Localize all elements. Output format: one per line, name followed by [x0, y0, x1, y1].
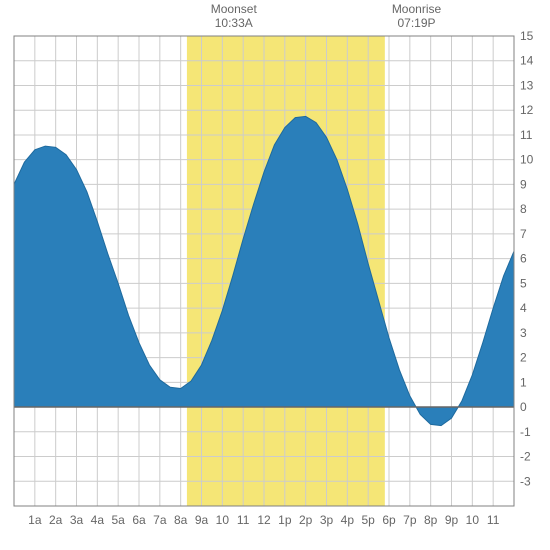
x-tick-label: 1p	[278, 513, 292, 527]
x-tick-label: 7a	[153, 513, 167, 527]
x-tick-label: 12	[257, 513, 271, 527]
x-tick-label: 7p	[403, 513, 417, 527]
x-tick-label: 5p	[361, 513, 375, 527]
x-tick-label: 9p	[445, 513, 459, 527]
x-tick-label: 3p	[320, 513, 334, 527]
x-tick-label: 11	[237, 513, 250, 527]
x-tick-label: 10	[466, 513, 480, 527]
header-label-title: Moonrise	[387, 2, 447, 16]
y-tick-label: 15	[520, 29, 534, 43]
y-tick-label: 6	[520, 252, 527, 266]
x-tick-label: 5a	[111, 513, 125, 527]
y-tick-label: 14	[520, 54, 534, 68]
header-label-time: 07:19P	[387, 16, 447, 30]
x-tick-label: 9a	[195, 513, 209, 527]
header-label-title: Moonset	[204, 2, 264, 16]
x-tick-label: 11	[487, 513, 500, 527]
moonrise-label: Moonrise07:19P	[387, 2, 447, 30]
y-tick-label: 4	[520, 301, 527, 315]
x-tick-label: 10	[216, 513, 230, 527]
x-tick-label: 2a	[49, 513, 63, 527]
y-tick-label: 10	[520, 153, 534, 167]
tide-chart: -3-2-101234567891011121314151a2a3a4a5a6a…	[0, 0, 550, 550]
x-tick-label: 2p	[299, 513, 313, 527]
y-tick-label: 1	[520, 375, 527, 389]
x-tick-label: 3a	[70, 513, 84, 527]
x-tick-label: 6p	[382, 513, 396, 527]
y-tick-label: 3	[520, 326, 527, 340]
y-tick-label: -2	[520, 450, 531, 464]
y-tick-label: 9	[520, 177, 527, 191]
x-tick-label: 4p	[341, 513, 355, 527]
y-tick-label: 2	[520, 351, 527, 365]
x-tick-label: 8p	[424, 513, 438, 527]
y-tick-label: 5	[520, 276, 527, 290]
moonset-label: Moonset10:33A	[204, 2, 264, 30]
y-tick-label: 12	[520, 103, 534, 117]
header-label-time: 10:33A	[204, 16, 264, 30]
x-tick-label: 8a	[174, 513, 188, 527]
x-tick-label: 1a	[28, 513, 42, 527]
y-tick-label: 7	[520, 227, 527, 241]
y-tick-label: 0	[520, 400, 527, 414]
y-tick-label: 8	[520, 202, 527, 216]
chart-svg: -3-2-101234567891011121314151a2a3a4a5a6a…	[0, 0, 550, 550]
y-tick-label: 11	[520, 128, 533, 142]
y-tick-label: 13	[520, 78, 534, 92]
x-tick-label: 4a	[91, 513, 105, 527]
y-tick-label: -3	[520, 474, 531, 488]
y-tick-label: -1	[520, 425, 531, 439]
x-tick-label: 6a	[132, 513, 146, 527]
